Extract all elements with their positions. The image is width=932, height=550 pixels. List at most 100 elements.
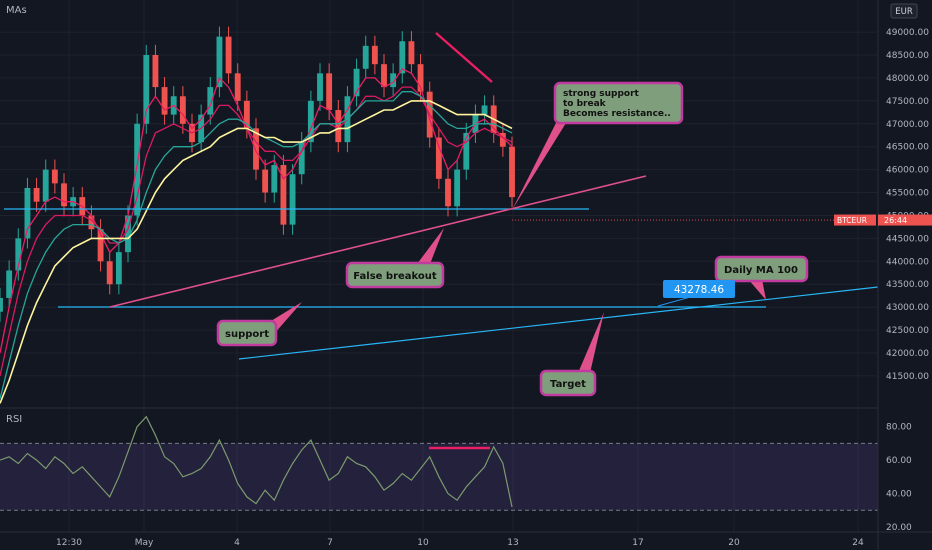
candle-body [454,169,461,207]
candle-body [390,73,397,88]
daily-ma-trendline [238,286,879,360]
note-strong-support[interactable]: strong support to break Becomes resistan… [512,81,684,210]
candle-body [298,142,305,175]
plot-area[interactable] [0,26,515,508]
price-tag-symbol: BTCEUR [837,216,867,225]
note-support-text: support [225,329,269,340]
candle-body [353,68,360,97]
candle-body [24,187,31,239]
time-tick-label: 17 [632,538,643,548]
candle-body [143,55,150,124]
candle-body [463,132,470,170]
candle-body [289,174,296,225]
candle-body [326,73,333,111]
rsi-band-lines [0,442,878,511]
user-drawings [4,32,879,450]
candle-body [271,165,278,193]
candle-body [362,45,369,69]
candle-body [399,41,406,74]
note-target-tail [578,312,604,373]
price-tick-label: 47000.00 [886,120,929,130]
candle-body [381,64,387,88]
price-tick-label: 45500.00 [886,189,929,199]
candle-body [33,187,40,202]
candle-body [179,96,186,124]
candle-body [6,270,13,298]
candle-body [15,238,22,271]
candle-body [280,165,287,225]
time-tick-label: 13 [507,538,518,548]
note-false-breakout-box [345,261,445,289]
note-daily-ma[interactable]: Daily MA 100 [714,255,809,300]
currency-badge[interactable] [890,3,918,19]
price-tick-label: 48000.00 [886,74,929,84]
time-tick-label: 7 [327,538,333,548]
candle-body [125,215,131,253]
currency-label: EUR [895,7,913,17]
candle-body [435,137,442,179]
note-strong-support-line1: strong support [563,89,640,99]
note-target-box [539,369,597,397]
candle-body [445,178,451,207]
candle-body [88,215,95,230]
note-daily-ma-tail [748,279,766,300]
price-tick-label: 44000.00 [886,257,929,267]
rising-trendline [109,175,647,308]
time-tick-label: 24 [852,538,864,548]
price-callout[interactable]: 43278.46 [657,280,735,307]
candle-body [134,123,141,216]
candle-body [262,169,269,193]
candle-body [408,41,415,65]
candle-body [335,110,342,143]
note-daily-ma-box [714,255,809,283]
price-axis[interactable]: 41500.00 42000.00 42500.00 43000.00 43500.00… [886,28,929,533]
price-tick-label: 41500.00 [886,372,929,382]
rsi-tick-label: 20.00 [886,523,912,533]
rsi-tick-label: 60.00 [886,456,912,466]
note-strong-support-box [553,81,684,125]
time-tick-label: May [135,538,154,548]
time-tick-label: 4 [234,538,240,548]
rsi-line [0,415,513,508]
price-tick-label: 48500.00 [886,51,929,61]
note-target[interactable]: Target [539,312,604,397]
price-tick-label: 42500.00 [886,326,929,336]
candle-body [42,169,49,202]
candle-body [371,45,378,65]
price-tick-label: 44500.00 [886,234,929,244]
price-tag-bg [834,214,876,226]
current-price-tag: BTCEUR 26:44 [834,214,932,226]
note-target-text: Target [550,379,586,390]
price-tag-countdown-bg [878,214,932,226]
price-tick-label: 49000.00 [886,28,929,38]
note-false-breakout[interactable]: False breakout [345,228,445,289]
candle-body [243,100,250,129]
candle-body [216,36,223,88]
moving-average-line [0,86,513,377]
price-tick-label: 43000.00 [886,303,929,313]
note-strong-support-line2: to break [563,99,607,109]
note-support[interactable]: support [216,302,302,347]
price-tag-countdown: 26:44 [884,216,907,225]
note-support-box [216,319,278,347]
note-daily-ma-text: Daily MA 100 [724,265,798,276]
time-axis[interactable]: 12:30 May 4 7 10 13 17 20 24 [56,538,864,548]
price-tick-label: 43500.00 [886,280,929,290]
note-false-breakout-text: False breakout [353,271,437,282]
candle-body [417,64,424,92]
candle-body [481,105,488,115]
ma-indicator-label[interactable]: MAs [6,5,27,16]
candle-body [253,128,259,170]
rsi-indicator-label[interactable]: RSI [6,414,22,425]
candle-body [61,183,67,207]
candle-body [234,73,241,101]
price-tick-label: 42000.00 [886,349,929,359]
declining-highs-line [435,32,493,83]
candle-body [106,261,113,285]
candle-body [115,252,122,285]
candle-body [152,55,159,88]
rsi-tick-label: 80.00 [886,423,912,433]
candle-body [0,297,3,312]
price-tick-label: 47500.00 [886,97,929,107]
